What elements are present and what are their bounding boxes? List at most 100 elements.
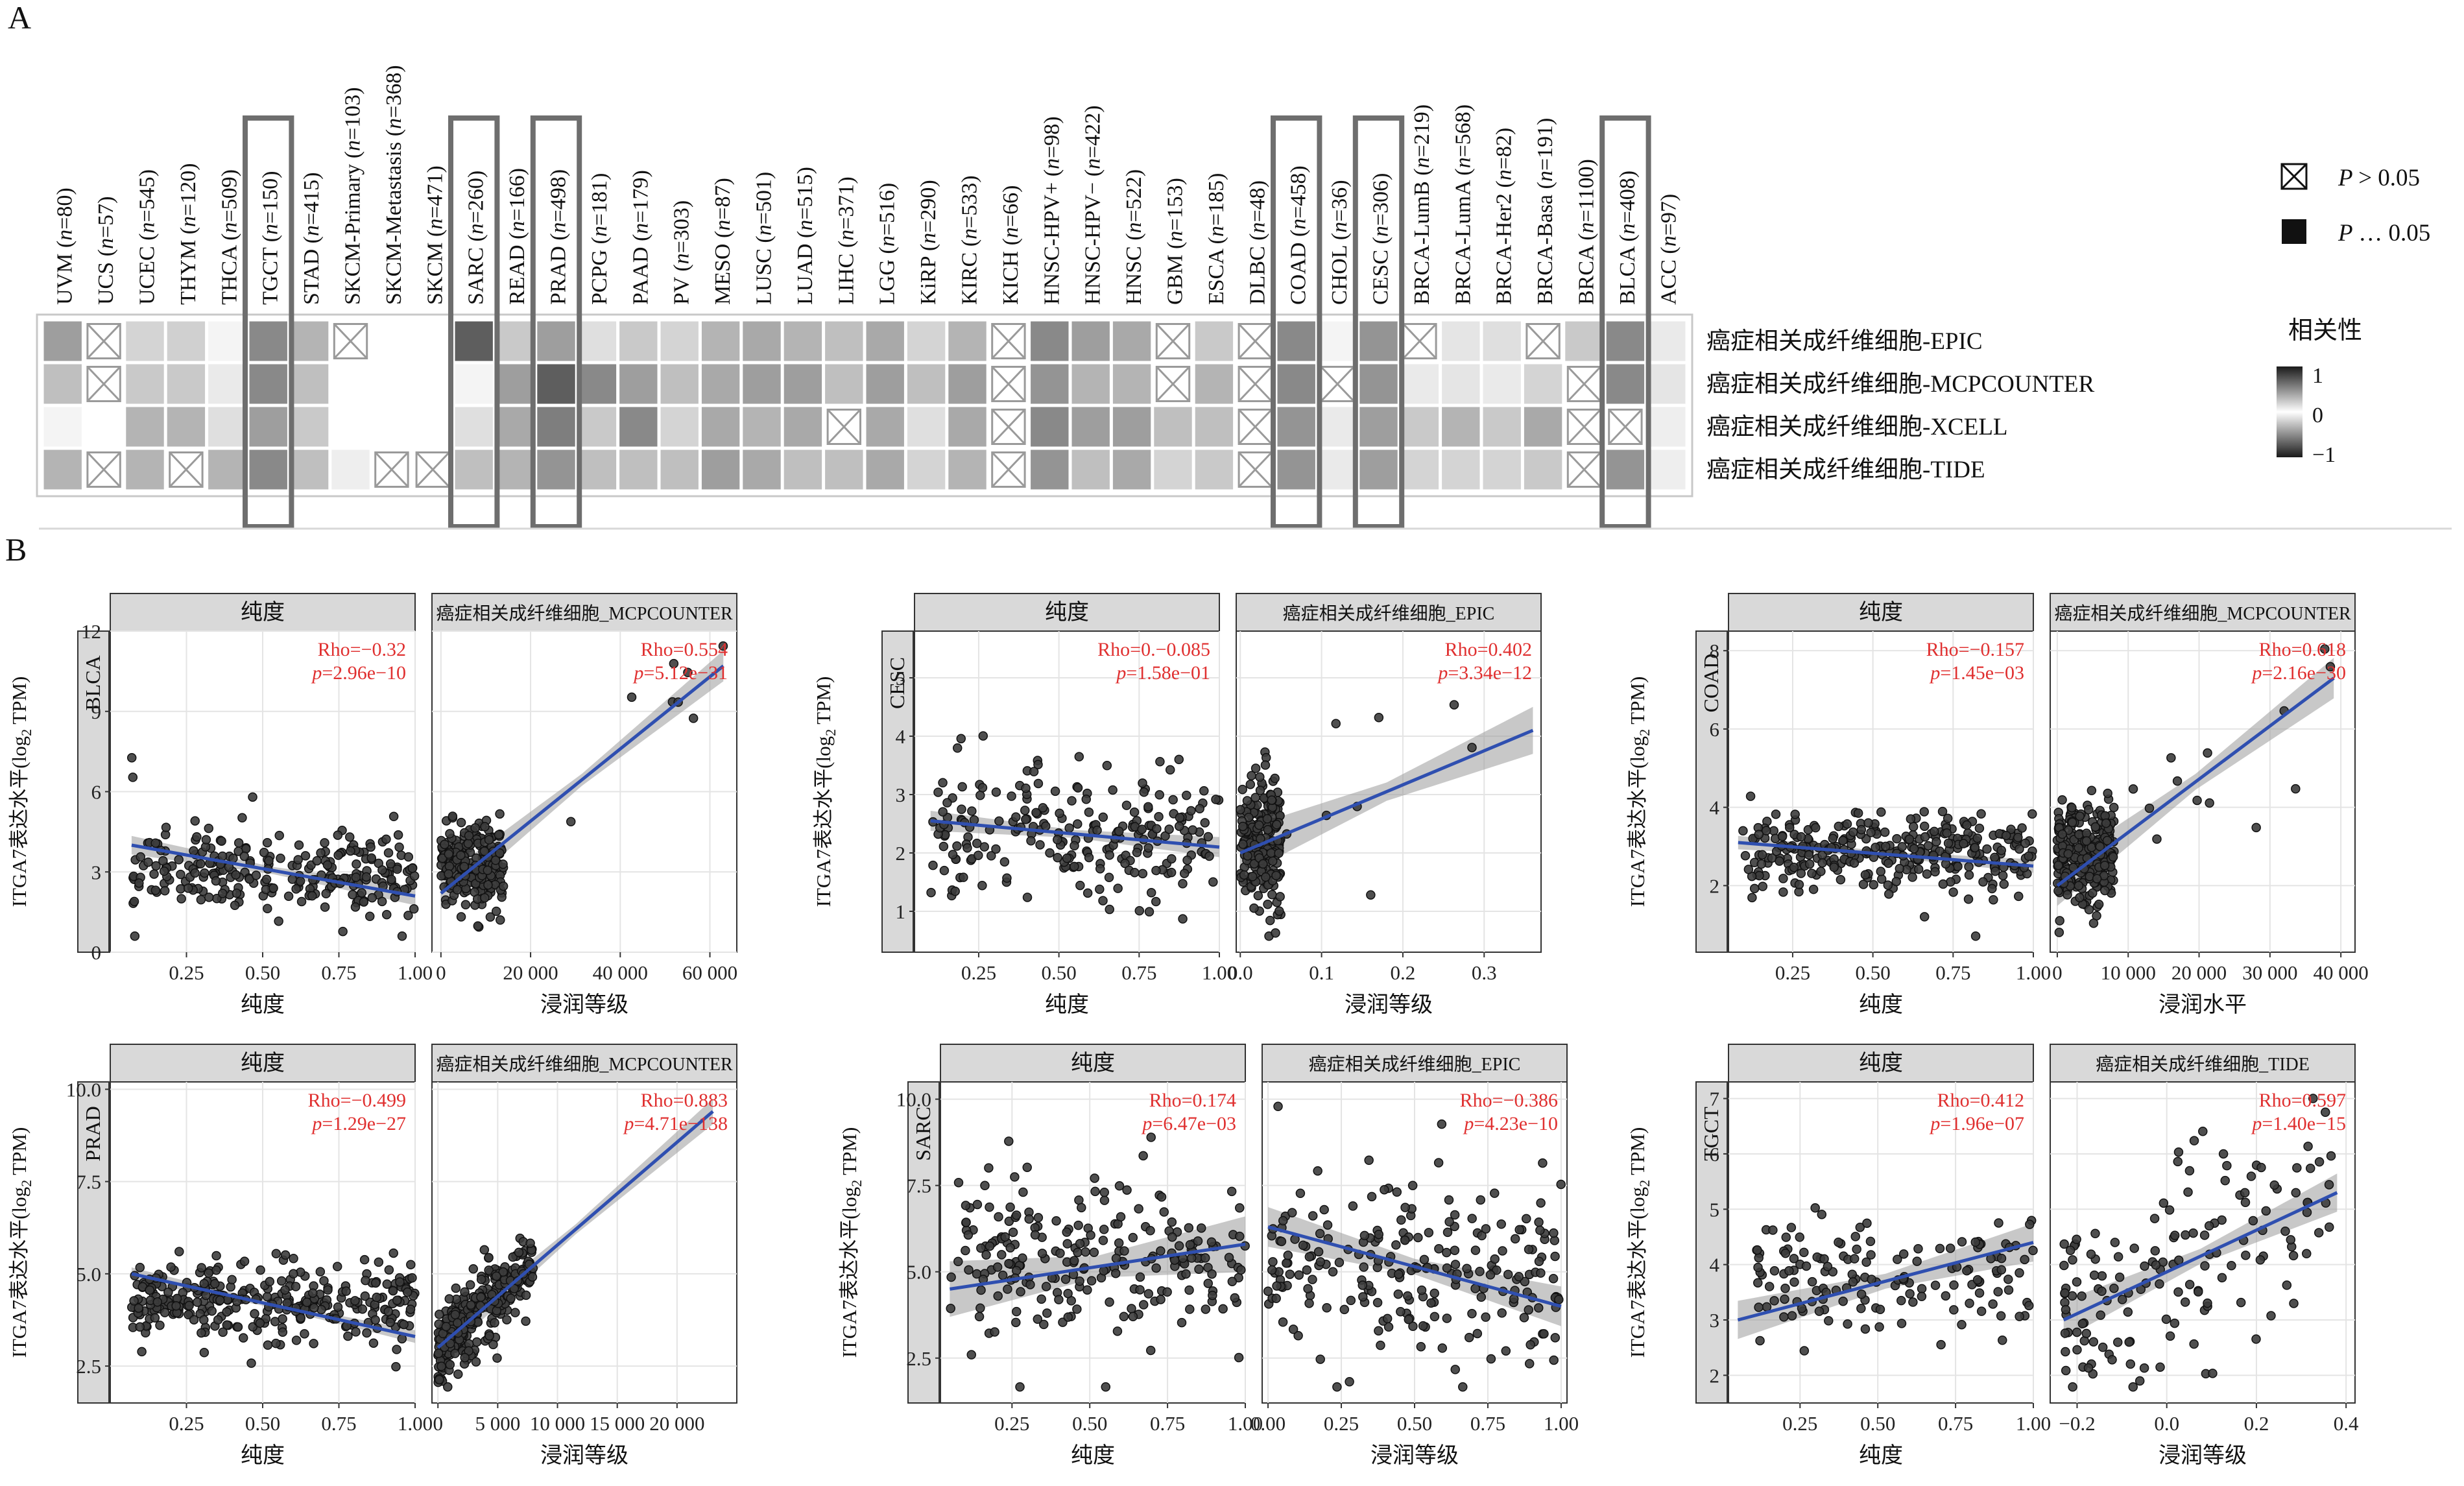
data-point <box>166 1262 176 1272</box>
data-point <box>360 1291 370 1301</box>
data-point <box>1095 864 1105 874</box>
cross-box <box>1155 323 1191 359</box>
data-point <box>1095 884 1105 894</box>
heatmap-cell <box>578 364 617 404</box>
data-point <box>296 896 307 907</box>
data-point <box>1923 841 1933 851</box>
data-point <box>2203 748 2212 758</box>
data-point <box>928 860 938 870</box>
x-tick-label: 0 <box>433 1412 443 1435</box>
data-point <box>1801 1261 1812 1271</box>
cancer-strip <box>1695 630 1728 953</box>
x-tick-label: 0.4 <box>2334 1412 2359 1435</box>
data-point <box>1206 1237 1217 1247</box>
data-point <box>2184 1166 2195 1176</box>
data-point <box>2139 1363 2149 1373</box>
data-point <box>1037 1249 1047 1258</box>
data-point <box>2152 834 2162 844</box>
data-point <box>383 848 394 858</box>
data-point <box>444 869 453 879</box>
data-point <box>1374 1326 1383 1336</box>
data-point <box>1743 865 1754 874</box>
data-point <box>370 1315 380 1325</box>
heatmap-cell <box>619 364 658 404</box>
data-point <box>1970 843 1980 853</box>
heatmap-cell <box>1277 321 1315 361</box>
data-point <box>1533 1303 1544 1313</box>
data-point <box>1064 823 1074 833</box>
data-point <box>1424 1228 1434 1238</box>
data-point <box>291 1282 301 1291</box>
data-point <box>171 1301 181 1311</box>
data-point <box>1417 1285 1427 1295</box>
cross-box <box>86 366 121 402</box>
x-tick-label: 0.2 <box>1391 961 1416 984</box>
data-point <box>450 1348 460 1358</box>
facet-strip <box>1262 1044 1568 1083</box>
data-point <box>262 837 272 848</box>
data-point <box>1550 1251 1560 1262</box>
data-point <box>192 832 202 842</box>
data-point <box>1848 827 1858 837</box>
y-tick-label: 5 <box>896 667 906 689</box>
data-point <box>2100 885 2110 896</box>
data-point <box>1993 1287 2003 1297</box>
cross-line <box>416 451 450 488</box>
data-point <box>1450 1210 1460 1220</box>
data-point <box>2241 1251 2251 1260</box>
data-point <box>450 1310 461 1320</box>
data-point <box>948 850 958 859</box>
data-point <box>237 813 247 823</box>
data-point <box>498 881 508 891</box>
data-point <box>1255 772 1265 782</box>
data-point <box>366 853 376 863</box>
data-point <box>1346 1295 1356 1306</box>
data-point <box>1201 1253 1210 1263</box>
data-point <box>2200 1261 2210 1271</box>
y-tick-label: 5.0 <box>76 1263 101 1286</box>
x-tick-label: 0.25 <box>994 1412 1029 1435</box>
data-point <box>145 1285 155 1295</box>
heatmap-cross-cell <box>86 451 121 488</box>
data-point <box>1895 863 1905 874</box>
data-point <box>466 1300 476 1310</box>
heatmap-cell <box>537 364 575 404</box>
heatmap-cell <box>948 364 987 404</box>
data-point <box>1178 879 1188 889</box>
heatmap-cell <box>660 449 699 490</box>
heatmap-column-label: BLCA (n=408) <box>1616 171 1640 305</box>
data-point <box>1145 1226 1155 1236</box>
data-point <box>2107 1355 2117 1365</box>
data-point <box>1467 1214 1477 1223</box>
data-point <box>2266 1311 2276 1321</box>
data-point <box>2291 1188 2301 1198</box>
heatmap-cell <box>414 407 452 447</box>
heatmap-cell <box>372 364 411 404</box>
data-point <box>1896 1295 1906 1306</box>
data-point <box>1853 808 1863 818</box>
heatmap-cross-cell <box>374 451 409 488</box>
heatmap-column-label: HNSC-HPV+ (n=98) <box>1040 116 1064 305</box>
x-tick-label: 0.50 <box>1397 1412 1432 1435</box>
heatmap-column-label: SKCM (n=471) <box>423 165 447 305</box>
data-point <box>1165 765 1175 775</box>
data-point <box>1780 1284 1790 1293</box>
data-point <box>1258 859 1268 869</box>
data-point <box>1063 1288 1073 1299</box>
data-point <box>1186 806 1196 816</box>
data-point <box>1303 1284 1313 1294</box>
data-point <box>1234 1231 1245 1241</box>
data-point <box>1045 848 1055 858</box>
y-tick-label: 0 <box>91 941 102 964</box>
data-point <box>502 1315 512 1324</box>
y-tick-label: 5 <box>1710 1198 1720 1221</box>
data-point <box>2172 776 2183 786</box>
x-axis-label: 浸润等级 <box>540 992 628 1017</box>
data-point <box>1208 877 1218 887</box>
heatmap-cell <box>496 407 534 447</box>
data-point <box>1208 1290 1217 1300</box>
data-point <box>159 866 169 876</box>
heatmap-cell <box>1565 321 1603 361</box>
data-point <box>204 1268 213 1278</box>
data-point <box>1976 1306 1987 1316</box>
